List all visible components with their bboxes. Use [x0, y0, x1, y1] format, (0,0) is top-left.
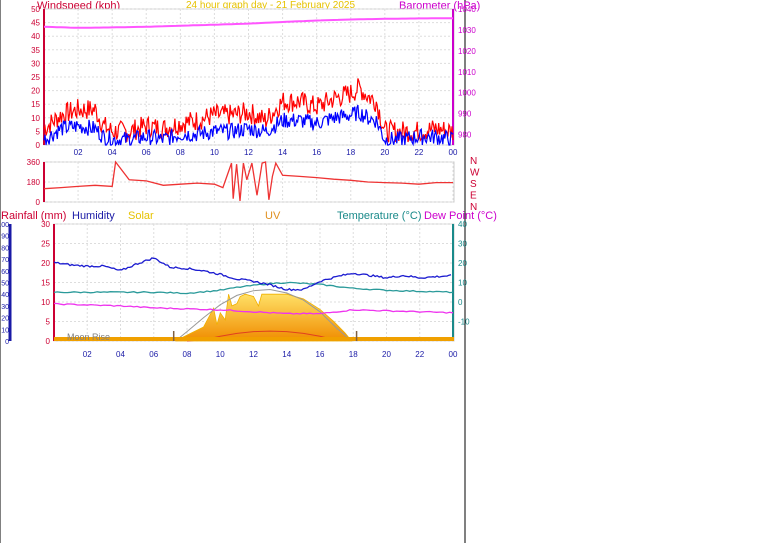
time-tick-label: 16 [312, 148, 321, 157]
time-tick-label: 00 [449, 148, 458, 157]
humidity-tick-label: 0 [5, 339, 9, 346]
time-tick-label: 04 [108, 148, 117, 157]
time-tick-label: 08 [183, 350, 192, 359]
time-tick-label: 00 [449, 350, 458, 359]
barometer-series [43, 17, 453, 29]
legend-item: UV [265, 210, 281, 222]
direction-tick-label: 360 [27, 158, 41, 167]
moon-rise-label: Moon Rise [67, 332, 110, 342]
legend-item: Solar [128, 210, 154, 222]
humidity-tick-label: 20 [1, 316, 9, 323]
wind-speed-series [43, 104, 454, 147]
graph-title: 24 hour graph day - 21 February 2025 [186, 0, 355, 11]
weather-legend: Rainfall (mm) Humidity Solar UV Temperature … [1, 210, 497, 222]
windspeed-tick-label: 30 [31, 59, 40, 68]
time-tick-label: 20 [380, 148, 389, 157]
rainfall-bar [54, 337, 454, 341]
temperature-tick-label: 40 [458, 220, 467, 229]
windspeed-tick-label: 10 [31, 114, 40, 123]
compass-tick-label: N [470, 202, 477, 213]
direction-tick-label: 180 [27, 178, 41, 187]
barometer-tick-label: 1020 [458, 47, 476, 56]
barometer-tick-label: 1010 [458, 68, 476, 77]
windspeed-tick-label: 40 [31, 32, 40, 41]
time-tick-label: 14 [282, 350, 291, 359]
time-tick-label: 06 [149, 350, 158, 359]
time-tick-label: 04 [116, 350, 125, 359]
time-tick-label: 18 [346, 148, 355, 157]
time-tick-label: 20 [382, 350, 391, 359]
windspeed-tick-label: 15 [31, 100, 40, 109]
windspeed-tick-label: 35 [31, 46, 40, 55]
humidity-tick-label: 50 [1, 281, 9, 288]
humidity-tick-label: 70 [1, 257, 9, 264]
compass-tick-label: W [470, 168, 480, 179]
rainfall-tick-label: 5 [46, 318, 51, 327]
windspeed-tick-label: 20 [31, 87, 40, 96]
time-tick-label: 12 [244, 148, 253, 157]
gust-series [43, 78, 454, 143]
humidity-series [53, 257, 452, 292]
windspeed-tick-label: 0 [36, 141, 41, 150]
legend-item: Temperature (°C) [337, 210, 421, 222]
time-tick-label: 22 [415, 350, 424, 359]
time-tick-label: 02 [74, 148, 83, 157]
humidity-tick-label: 80 [1, 245, 9, 252]
compass-tick-label: N [470, 156, 477, 167]
temperature-series [53, 281, 454, 295]
humidity-tick-label: 10 [1, 327, 9, 334]
time-tick-label: 10 [216, 350, 225, 359]
legend-item: Rainfall (mm) [1, 210, 66, 222]
time-tick-label: 10 [210, 148, 219, 157]
barometer-tick-label: 990 [458, 110, 472, 119]
temperature-tick-label: 30 [458, 240, 467, 249]
barometer-tick-label: 1030 [458, 26, 476, 35]
compass-tick-label: E [470, 191, 477, 202]
legend-item: Dew Point (°C) [424, 210, 497, 222]
rainfall-tick-label: 15 [41, 279, 50, 288]
time-tick-label: 14 [278, 148, 287, 157]
time-tick-label: 22 [414, 148, 423, 157]
barometer-tick-label: 1040 [458, 5, 476, 14]
legend-item: Humidity [72, 210, 115, 222]
windspeed-tick-label: 50 [31, 5, 40, 14]
time-tick-label: 16 [316, 350, 325, 359]
time-tick-label: 08 [176, 148, 185, 157]
dew-point-series [54, 302, 454, 315]
time-tick-label: 06 [142, 148, 151, 157]
barometer-tick-label: 980 [458, 131, 472, 140]
windspeed-tick-label: 45 [31, 19, 40, 28]
temperature-tick-label: 20 [458, 259, 467, 268]
rainfall-tick-label: 20 [41, 259, 50, 268]
solar-theoretical-series [175, 288, 352, 342]
rainfall-tick-label: 25 [41, 240, 50, 249]
temperature-tick-label: 0 [458, 298, 463, 307]
humidity-tick-label: 30 [1, 304, 9, 311]
windspeed-tick-label: 5 [36, 127, 41, 136]
rainfall-tick-label: 10 [41, 298, 50, 307]
wind-direction-series [43, 160, 453, 201]
humidity-tick-label: 100 [0, 222, 9, 229]
barometer-tick-label: 1000 [458, 89, 476, 98]
humidity-tick-label: 90 [1, 234, 9, 241]
temperature-tick-label: -10 [458, 318, 470, 327]
direction-tick-label: 0 [36, 198, 41, 207]
time-tick-label: 02 [83, 350, 92, 359]
temperature-tick-label: 10 [458, 279, 467, 288]
rainfall-tick-label: 30 [41, 220, 50, 229]
time-tick-label: 18 [349, 350, 358, 359]
compass-tick-label: S [470, 179, 477, 190]
time-tick-label: 12 [249, 350, 258, 359]
humidity-tick-label: 60 [1, 269, 9, 276]
windspeed-tick-label: 25 [31, 73, 40, 82]
humidity-tick-label: 40 [1, 292, 9, 299]
rainfall-tick-label: 0 [46, 337, 51, 346]
